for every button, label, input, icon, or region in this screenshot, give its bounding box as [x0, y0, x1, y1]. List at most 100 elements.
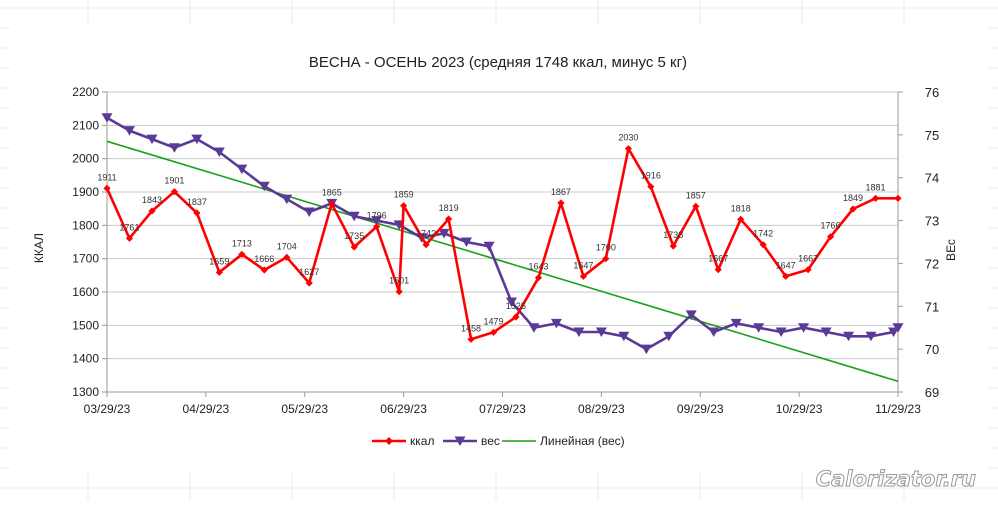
data-point: [395, 288, 403, 296]
data-point: [871, 194, 880, 202]
data-point: [422, 241, 430, 249]
data-point: [820, 327, 832, 337]
legend-marker: [385, 437, 393, 445]
data-label: 1818: [731, 203, 751, 213]
data-label: 1849: [843, 193, 863, 203]
data-point: [602, 255, 610, 263]
data-label: 1667: [708, 254, 728, 264]
y-tick-label: 2000: [72, 152, 99, 166]
data-point: [101, 113, 113, 123]
data-label: 1867: [551, 187, 571, 197]
x-tick-label: 03/29/23: [84, 402, 131, 416]
legend-item-2: Линейная (вес): [502, 434, 625, 448]
data-point: [624, 145, 632, 153]
y2-axis-ticks: 69 70 71 72 73 74 75 76: [898, 85, 939, 400]
data-point: [849, 205, 857, 213]
data-label: 1458: [461, 323, 481, 333]
data-point: [759, 241, 767, 249]
data-label: 1601: [389, 276, 409, 286]
y2-tick-label: 75: [925, 128, 939, 143]
data-point: [260, 266, 268, 274]
data-point: [146, 134, 158, 145]
legend-label: вес: [481, 434, 500, 448]
data-point: [170, 188, 179, 196]
x-tick-label: 10/29/23: [776, 402, 823, 416]
data-point: [348, 211, 360, 222]
x-tick-label: 04/29/23: [183, 402, 230, 416]
data-point: [328, 200, 336, 208]
x-tick-label: 11/29/23: [875, 402, 921, 416]
data-point: [191, 134, 203, 145]
data-label: 1916: [641, 171, 661, 181]
data-point: [782, 272, 790, 280]
data-label: 1761: [119, 222, 139, 232]
data-point: [557, 199, 565, 207]
data-point: [865, 331, 877, 342]
data-label: 1659: [209, 256, 229, 266]
data-label: 2030: [618, 133, 638, 143]
data-label: 1735: [344, 231, 364, 241]
data-point: [505, 297, 517, 307]
legend: ккал вес Линейная (вес): [372, 434, 625, 448]
legend-item-0: ккал: [372, 434, 434, 448]
y-tick-label: 2200: [72, 85, 99, 99]
legend-label: Линейная (вес): [540, 434, 625, 448]
y2-tick-label: 70: [925, 342, 939, 357]
data-point: [753, 323, 765, 333]
data-point: [826, 233, 835, 241]
series-line: [106, 140, 899, 383]
data-point: [892, 323, 904, 333]
chart-area-background: [10, 25, 988, 473]
y-tick-label: 1600: [72, 285, 99, 299]
data-point: [685, 310, 697, 320]
data-point: [236, 164, 248, 175]
x-tick-label: 09/29/23: [677, 402, 724, 416]
data-point: [595, 327, 607, 337]
y2-tick-label: 76: [925, 85, 939, 100]
data-label: 1704: [277, 241, 297, 251]
data-point: [103, 184, 111, 192]
data-point: [350, 243, 358, 251]
data-label: 1643: [528, 262, 548, 272]
watermark: Calorizator.ru: [816, 467, 976, 491]
data-point: [461, 237, 473, 247]
data-point: [775, 327, 787, 337]
data-label: 1859: [394, 190, 414, 200]
data-point: [618, 331, 630, 342]
data-label: 1837: [187, 197, 207, 207]
data-point: [798, 323, 810, 333]
data-point: [528, 323, 540, 333]
y2-axis-label: ВЕс: [944, 239, 958, 261]
data-point: [708, 327, 720, 337]
data-label: 1766: [821, 221, 841, 231]
data-point: [483, 241, 495, 252]
data-point: [550, 318, 562, 329]
y-tick-label: 2100: [72, 118, 99, 132]
data-point: [445, 215, 453, 223]
legend-item-1: вес: [443, 434, 500, 448]
data-point: [512, 313, 520, 321]
data-label: 1667: [798, 254, 818, 264]
data-point: [215, 268, 223, 276]
data-point: [213, 147, 225, 157]
data-label: 1525: [506, 301, 526, 311]
data-label: 1713: [232, 238, 252, 248]
x-tick-label: 07/29/23: [479, 402, 526, 416]
data-point: [400, 202, 408, 210]
y-axis-label: ККАЛ: [32, 233, 46, 263]
series-2: [106, 140, 899, 383]
data-label: 1901: [164, 176, 184, 186]
data-point: [888, 327, 900, 337]
data-label: 1627: [299, 267, 319, 277]
y2-tick-label: 71: [925, 299, 939, 314]
y2-tick-label: 69: [925, 385, 939, 400]
data-label: 1865: [322, 188, 342, 198]
data-point: [283, 253, 291, 261]
data-label: 1857: [686, 190, 706, 200]
data-label: 1742: [416, 229, 436, 239]
